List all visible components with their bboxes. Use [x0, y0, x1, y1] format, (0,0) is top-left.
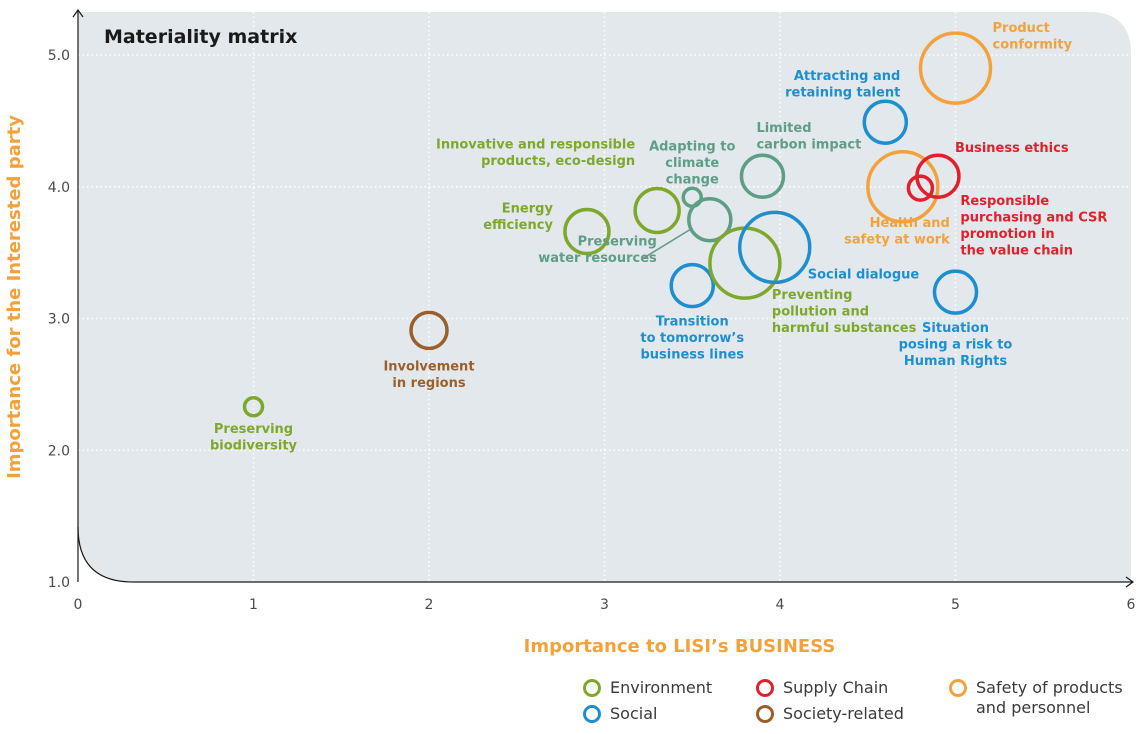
bubble-label: Involvement in regions [383, 359, 474, 391]
bubble-label: Preserving water resources [538, 235, 657, 267]
x-tick-label: 0 [74, 597, 83, 613]
bubble-label: Business ethics [955, 141, 1069, 156]
x-tick-label: 4 [776, 597, 785, 613]
chart-legend: Environment Supply Chain Safety of produ… [583, 678, 1140, 734]
bubble [687, 196, 733, 243]
bubble-label: Situation posing a risk to Human Rights [899, 321, 1013, 369]
legend-item-social: Social [583, 704, 657, 724]
bubble [409, 310, 449, 351]
x-axis-arrow [1125, 576, 1135, 588]
bubble-label: Product conformity [993, 21, 1073, 53]
x-tick-label: 3 [600, 597, 609, 613]
bubble [563, 207, 611, 256]
legend-item-supply-chain: Supply Chain [756, 678, 888, 698]
bubble-label: Limited carbon impact [756, 121, 861, 153]
legend-swatch [583, 705, 601, 723]
legend-item-safety: Safety of products and personnel [949, 678, 1123, 718]
bubble [633, 186, 681, 235]
bubble-label: Social dialogue [808, 267, 920, 282]
legend-item-environment: Environment [583, 678, 712, 698]
legend-item-society: Society-related [756, 704, 904, 724]
y-axis-title: Importance for the Interested party [4, 115, 25, 479]
x-tick-label: 5 [951, 597, 960, 613]
y-tick-label: 5.0 [48, 48, 70, 64]
bubble-label: Innovative and responsible products, eco-… [436, 137, 635, 169]
bubble [242, 396, 265, 418]
legend-label: Social [610, 704, 658, 723]
legend-label: Environment [610, 678, 713, 697]
x-tick-label: 1 [249, 597, 258, 613]
bubble-label: Attracting and retaining talent [785, 69, 900, 101]
bubble [669, 262, 715, 309]
bubble [739, 153, 786, 199]
bubble-label: Preserving biodiversity [210, 422, 298, 454]
leader-line [641, 228, 692, 260]
y-tick-label: 2.0 [48, 443, 70, 459]
axis-corner [77, 526, 134, 583]
x-axis-title: Importance to LISI’s BUSINESS [524, 636, 836, 657]
legend-swatch [756, 705, 774, 723]
legend-swatch [949, 679, 967, 697]
bubble [932, 269, 979, 315]
legend-label: Safety of products and personnel [976, 678, 1123, 717]
bubble [906, 174, 935, 202]
bubble-label: Health and safety at work [844, 216, 950, 248]
bubble-label: Transition to tomorrow’s business lines [640, 315, 744, 363]
legend-swatch [756, 679, 774, 697]
y-tick-label: 4.0 [48, 180, 70, 196]
x-tick-label: 6 [1127, 597, 1136, 613]
y-axis-arrow [72, 8, 84, 18]
bubble-label: Responsible purchasing and CSR promotion i… [960, 194, 1107, 259]
legend-label: Supply Chain [783, 678, 889, 697]
bubble-label: Energy efficiency [483, 202, 553, 234]
x-tick-label: 2 [425, 597, 434, 613]
bubble [866, 150, 940, 224]
bubble [918, 31, 993, 105]
legend-swatch [583, 679, 601, 697]
chart-title: Materiality matrix [104, 26, 297, 48]
bubble-label: Adapting to climate change [649, 139, 735, 187]
bubble [862, 99, 909, 145]
legend-label: Society-related [783, 704, 904, 723]
bubble [737, 210, 812, 285]
y-tick-label: 3.0 [48, 312, 70, 328]
y-tick-label: 1.0 [48, 575, 70, 591]
bubble-label: Preventing pollution and harmful substance… [772, 288, 917, 336]
